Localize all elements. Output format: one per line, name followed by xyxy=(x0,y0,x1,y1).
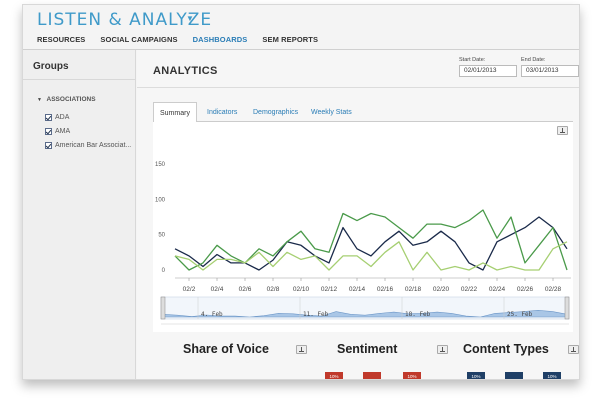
x-tick-label: 02/26 xyxy=(517,286,534,293)
start-date: Start Date: 02/01/2013 xyxy=(459,57,517,77)
content-types-title: Content Types xyxy=(463,342,549,356)
navigator-week-label: 11. Feb xyxy=(303,311,329,318)
sentiment-title: Sentiment xyxy=(337,342,398,356)
series-line-2 xyxy=(174,209,568,271)
x-tick-label: 02/10 xyxy=(293,286,310,293)
tab-bar: Summary Indicators Demographics Weekly S… xyxy=(153,102,573,123)
share-of-voice-title: Share of Voice xyxy=(183,342,269,356)
tab-weekly-stats[interactable]: Weekly Stats xyxy=(311,109,352,116)
main-content: ANALYTICS Start Date: 02/01/2013 End Dat… xyxy=(137,50,579,379)
sentiment-bar: 10% xyxy=(325,372,343,379)
end-date-label: End Date: xyxy=(521,57,546,63)
download-icon[interactable] xyxy=(296,345,307,354)
navigator-handle-right xyxy=(564,296,570,320)
content-type-bar: 10% xyxy=(543,372,561,379)
x-tick-label: 02/6 xyxy=(239,286,252,293)
navigator-week-label: 25. Feb xyxy=(507,311,533,318)
x-tick-label: 02/2 xyxy=(183,286,196,293)
navigator-area xyxy=(162,309,568,318)
x-tick-label: 02/22 xyxy=(461,286,478,293)
triangle-down-icon[interactable]: ▼ xyxy=(37,97,42,103)
x-tick-label: 02/16 xyxy=(377,286,394,293)
checkbox-checked-icon[interactable] xyxy=(45,128,52,135)
y-tick-label: 100 xyxy=(155,197,166,203)
content-type-bar xyxy=(505,372,523,379)
page-title: ANALYTICS xyxy=(153,65,218,77)
tab-demographics[interactable]: Demographics xyxy=(253,109,299,116)
group-item-american-bar[interactable]: American Bar Associat... xyxy=(45,142,131,149)
y-tick-label: 0 xyxy=(162,268,166,274)
navigator-handle-left xyxy=(160,296,166,320)
app-title[interactable]: LISTEN & ANALYZE xyxy=(37,10,213,30)
start-date-label: Start Date: xyxy=(459,57,486,63)
x-tick-label: 02/12 xyxy=(321,286,338,293)
tab-summary[interactable]: Summary xyxy=(153,102,197,123)
start-date-input[interactable]: 02/01/2013 xyxy=(459,65,517,77)
checkbox-checked-icon[interactable] xyxy=(45,142,52,149)
group-item-ada[interactable]: ADA xyxy=(45,114,69,121)
y-tick-label: 150 xyxy=(155,162,166,168)
x-tick-label: 02/14 xyxy=(349,286,366,293)
nav-divider xyxy=(23,49,579,50)
x-tick-label: 02/8 xyxy=(267,286,280,293)
sidebar-title: Groups xyxy=(23,50,136,80)
nav-social-campaigns[interactable]: SOCIAL CAMPAIGNS xyxy=(100,35,178,44)
tab-indicators[interactable]: Indicators xyxy=(207,109,238,116)
series-line-3 xyxy=(174,241,568,271)
nav-resources[interactable]: RESOURCES xyxy=(37,35,86,44)
checkbox-checked-icon[interactable] xyxy=(45,114,52,121)
end-date-input[interactable]: 03/01/2013 xyxy=(521,65,579,77)
x-tick-label: 02/24 xyxy=(489,286,506,293)
end-date: End Date: 03/01/2013 xyxy=(521,57,579,77)
top-navigation: RESOURCES SOCIAL CAMPAIGNS DASHBOARDS SE… xyxy=(37,35,318,44)
navigator-week-label: 18. Feb xyxy=(405,311,431,318)
navigator-week-label: 4. Feb xyxy=(201,311,223,318)
x-tick-label: 02/18 xyxy=(405,286,422,293)
x-tick-label: 02/28 xyxy=(545,286,562,293)
nav-sem-reports[interactable]: SEM REPORTS xyxy=(262,35,319,44)
chart-panel: 0 50 100 150 02/2 02/4 02/6 02/8 02/10 02/12 02/14… xyxy=(153,122,579,332)
app-window: LISTEN & ANALYZE ▼ RESOURCES SOCIAL CAMP… xyxy=(22,4,580,380)
group-associations[interactable]: ▼ ASSOCIATIONS xyxy=(37,96,96,103)
sidebar: Groups ▼ ASSOCIATIONS ADA AMA American B… xyxy=(23,50,136,379)
y-tick-label: 50 xyxy=(158,233,165,239)
group-item-label: AMA xyxy=(55,128,71,135)
download-icon[interactable] xyxy=(557,126,568,135)
group-item-label: American Bar Associat... xyxy=(55,142,132,149)
download-icon[interactable] xyxy=(568,345,579,354)
title-divider xyxy=(137,87,579,88)
sentiment-bar: 10% xyxy=(403,372,421,379)
group-item-ama[interactable]: AMA xyxy=(45,128,70,135)
x-tick-label: 02/4 xyxy=(211,286,224,293)
group-item-label: ADA xyxy=(55,114,70,121)
line-chart: 0 50 100 150 02/2 02/4 02/6 02/8 02/10 02/12 02/14… xyxy=(155,162,579,325)
group-label: ASSOCIATIONS xyxy=(46,96,96,103)
content-type-bar: 10% xyxy=(467,372,485,379)
sentiment-bar xyxy=(363,372,381,379)
x-tick-label: 02/20 xyxy=(433,286,450,293)
nav-dashboards[interactable]: DASHBOARDS xyxy=(192,35,248,44)
chevron-down-icon[interactable]: ▼ xyxy=(186,14,194,23)
series-line-1 xyxy=(174,216,568,271)
download-icon[interactable] xyxy=(437,345,448,354)
